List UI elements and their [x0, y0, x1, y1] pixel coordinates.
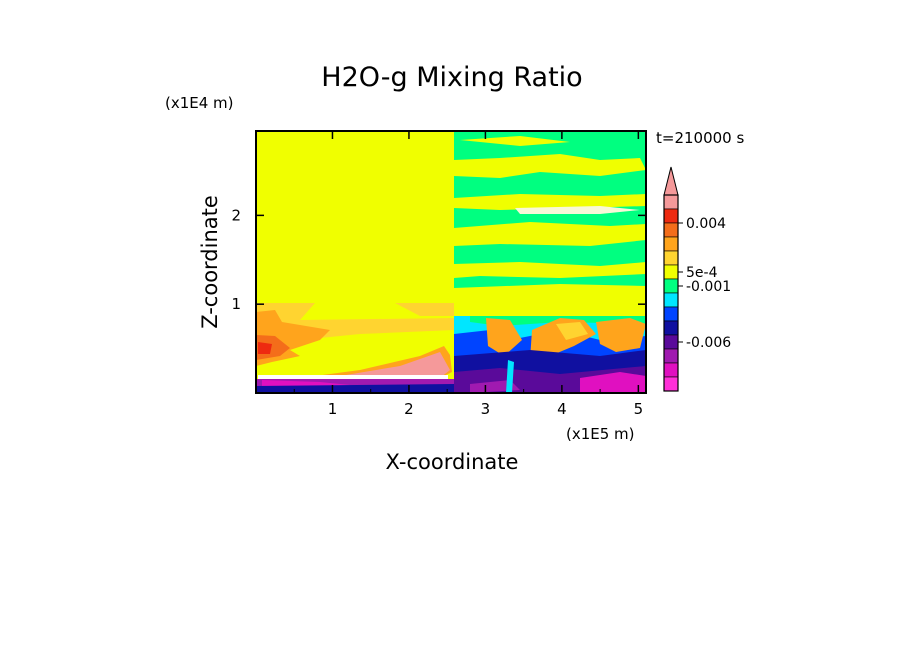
region-left-top-sliver [395, 303, 454, 316]
colorbar-swatch [663, 292, 679, 308]
region-right-orange-plume-3 [596, 318, 646, 352]
colorbar-label: -0.006 [686, 335, 731, 351]
contour-field [256, 131, 646, 393]
colorbar-swatch [663, 376, 679, 392]
time-label: t=210000 s [656, 129, 744, 147]
region-left-red-center [258, 342, 272, 354]
x-tick-label: 3 [481, 400, 491, 418]
y-tick-label: 1 [231, 295, 241, 313]
colorbar-label: 0.004 [686, 216, 726, 232]
region-right-streak-2 [460, 136, 570, 146]
region-right-yellow-3 [454, 222, 646, 246]
chart-title: H2O-g Mixing Ratio [321, 62, 582, 93]
y-tick-label: 2 [231, 206, 241, 224]
region-right-yellow-2 [454, 194, 646, 210]
colorbar-swatch [663, 194, 679, 210]
region-right-cyan-streak [506, 360, 514, 393]
x-tick-label: 1 [328, 400, 338, 418]
region-right-yellow-4 [454, 262, 646, 278]
colorbar-label: -0.001 [686, 279, 731, 295]
x-tick-label: 5 [634, 400, 644, 418]
colorbar-swatch [663, 264, 679, 280]
x-tick-label: 4 [557, 400, 567, 418]
y-axis-ticks: 12 [231, 206, 646, 313]
colorbar-swatch [663, 306, 679, 322]
x-axis-ticks: 1 2 3 4 5 [293, 131, 644, 418]
region-surface-left-3 [256, 384, 454, 393]
x-unit-label: (x1E5 m) [566, 425, 635, 443]
y-unit-label: (x1E4 m) [165, 94, 234, 112]
region-surface-white [258, 375, 448, 379]
x-axis-label: X-coordinate [386, 450, 519, 474]
colorbar [663, 166, 679, 392]
region-right-magenta-1 [580, 372, 646, 393]
colorbar-swatch [663, 208, 679, 224]
region-right-yellow-plume [556, 322, 588, 340]
colorbar-arrow [663, 166, 679, 196]
region-right-white-streak [515, 206, 640, 214]
colorbar-swatch [663, 278, 679, 294]
region-right-yellow-1 [454, 154, 646, 178]
colorbar-swatch [663, 334, 679, 350]
y-axis-label: Z-coordinate [198, 195, 222, 329]
colorbar-labels: 0.004 5e-4-0.001 -0.006 [678, 216, 731, 351]
colorbar-swatch [663, 222, 679, 238]
colorbar-swatch [663, 236, 679, 252]
region-left-pink-core [340, 352, 450, 378]
colorbar-frame [663, 194, 679, 392]
x-tick-label: 2 [404, 400, 414, 418]
colorbar-swatch [663, 348, 679, 364]
plot-frame [255, 130, 647, 394]
region-right-orange-plume-1 [486, 318, 522, 356]
region-right-yellow-5 [454, 284, 646, 316]
colorbar-swatch [663, 320, 679, 336]
colorbar-swatch [663, 362, 679, 378]
colorbar-swatch [663, 250, 679, 266]
colorbar-label: 5e-4 [686, 265, 718, 281]
